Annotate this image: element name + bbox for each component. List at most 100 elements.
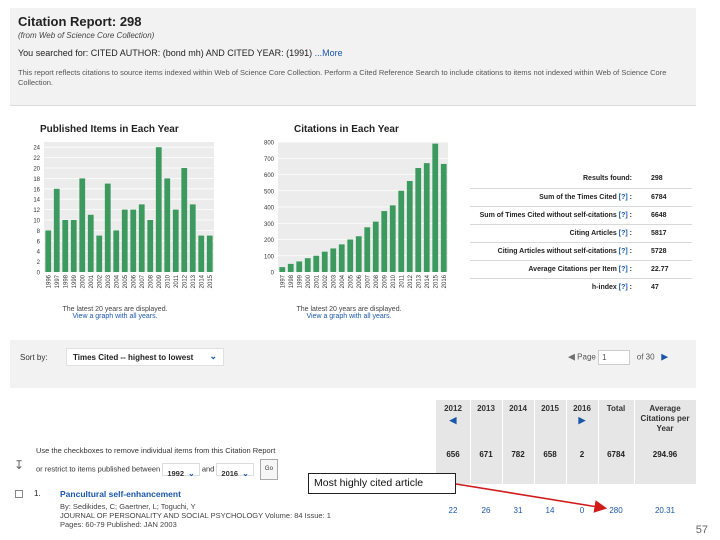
bar [398,190,405,272]
help-link[interactable]: [?] [618,284,628,291]
bar [279,267,286,272]
x-tick-label: 2015 [433,274,439,288]
bar [406,181,413,272]
help-link[interactable]: [?] [618,194,628,201]
y-tick-label: 6 [37,239,41,245]
y-tick-label: 20 [33,167,40,173]
y-tick-label: 300 [264,222,275,228]
page-input[interactable]: 1 [598,350,631,365]
x-tick-label: 2014 [199,274,205,288]
x-tick-label: 1998 [63,274,69,288]
chart-footer-note: The latest 20 years are displayed. [62,306,168,313]
year-total: 656 [446,450,460,459]
x-tick-label: 2010 [391,274,397,288]
bar [347,239,354,272]
year-header: 2013 [470,400,502,438]
view-all-years-link[interactable]: View a graph with all years. [72,313,158,320]
x-tick-label: 1996 [46,274,52,288]
x-tick-label: 2007 [365,274,371,288]
bar [287,263,294,272]
x-tick-label: 2004 [340,274,346,288]
x-tick-label: 1999 [297,274,303,288]
help-link[interactable]: [?] [618,212,628,219]
year-total: 782 [511,450,525,459]
bar [155,147,162,272]
page-total: 30 [645,352,655,362]
year-header: 2014 [502,400,534,438]
x-tick-label: 2005 [348,274,354,288]
article-pages: Pages: 60-79 Published: JAN 2003 [60,520,177,529]
y-tick-label: 16 [33,187,40,193]
next-years-icon[interactable]: ▶ [578,415,586,425]
bar [330,248,337,272]
year-total: 2 [579,450,585,459]
x-tick-label: 2002 [323,274,329,288]
x-tick-label: 2003 [106,274,112,288]
x-tick-label: 2001 [314,274,320,288]
sort-bar: Sort by: Times Cited -- highest to lowes… [10,340,696,388]
bar [304,258,311,272]
x-tick-label: 1997 [280,274,286,288]
x-tick-label: 2002 [97,274,103,288]
y-tick-label: 700 [264,157,275,163]
y-tick-label: 24 [33,146,40,152]
chevron-down-icon: ⌄ [242,469,249,478]
x-tick-label: 2004 [114,274,120,288]
x-tick-label: 2013 [191,274,197,288]
to-year-select[interactable]: 2016 ⌄ [216,463,254,478]
x-tick-label: 2006 [357,274,363,288]
bar [423,163,430,272]
view-all-years-link[interactable]: View a graph with all years. [306,313,392,320]
bar [62,220,69,272]
prev-years-icon[interactable]: ◀ [449,415,457,425]
y-tick-label: 0 [37,271,41,277]
from-year-select[interactable]: 1992 ⌄ [162,463,200,478]
x-tick-label: 2014 [425,274,431,288]
stat-times-cited-no-self: Sum of Times Cited without self-citation… [470,206,692,224]
help-link[interactable]: [?] [618,248,628,255]
y-tick-label: 8 [37,229,41,235]
help-link[interactable]: [?] [618,266,628,273]
bar [321,251,328,272]
y-tick-label: 600 [264,173,275,179]
year-citations: 26 [481,506,491,515]
bar [313,255,320,272]
bar [121,209,128,272]
bar [432,143,439,272]
table-row: 1. Pancultural self-enhancement By: Sedi… [10,486,696,530]
go-button[interactable]: Go [259,459,278,480]
total-header: Total [598,400,634,438]
bar [364,227,371,272]
plot-area [44,142,214,272]
year-citations: 22 [448,506,458,515]
bar [79,178,86,272]
x-tick-label: 2009 [382,274,388,288]
bar [338,244,345,272]
pager: ◀ Page 1 of 30 ▶ [568,350,668,365]
row-checkbox[interactable] [15,490,23,498]
more-link[interactable]: ...More [314,48,343,58]
x-tick-label: 2003 [331,274,337,288]
year-header: 2016 ▶ [566,400,598,438]
y-tick-label: 800 [264,141,275,147]
x-tick-label: 2015 [208,274,214,288]
report-header: Citation Report: 298 (from Web of Scienc… [10,8,696,106]
article-title-link[interactable]: Pancultural self-enhancement [60,489,181,499]
sort-select[interactable]: Times Cited -- highest to lowest ⌄ [66,348,224,366]
bar [355,236,362,272]
bar [87,214,94,272]
stat-times-cited: Sum of the Times Cited [?] : 6784 [470,188,692,206]
help-link[interactable]: [?] [618,230,628,237]
bar [96,235,103,272]
prev-page-icon[interactable]: ◀ [568,351,575,362]
report-note: This report reflects citations to source… [18,68,667,87]
bar [113,230,120,272]
chevron-down-icon: ⌄ [209,351,217,361]
bar [172,209,179,272]
filter-instructions: Use the checkboxes to remove individual … [36,442,278,480]
bar [296,261,303,272]
row-number: 1. [34,489,41,498]
next-page-icon[interactable]: ▶ [661,351,669,362]
